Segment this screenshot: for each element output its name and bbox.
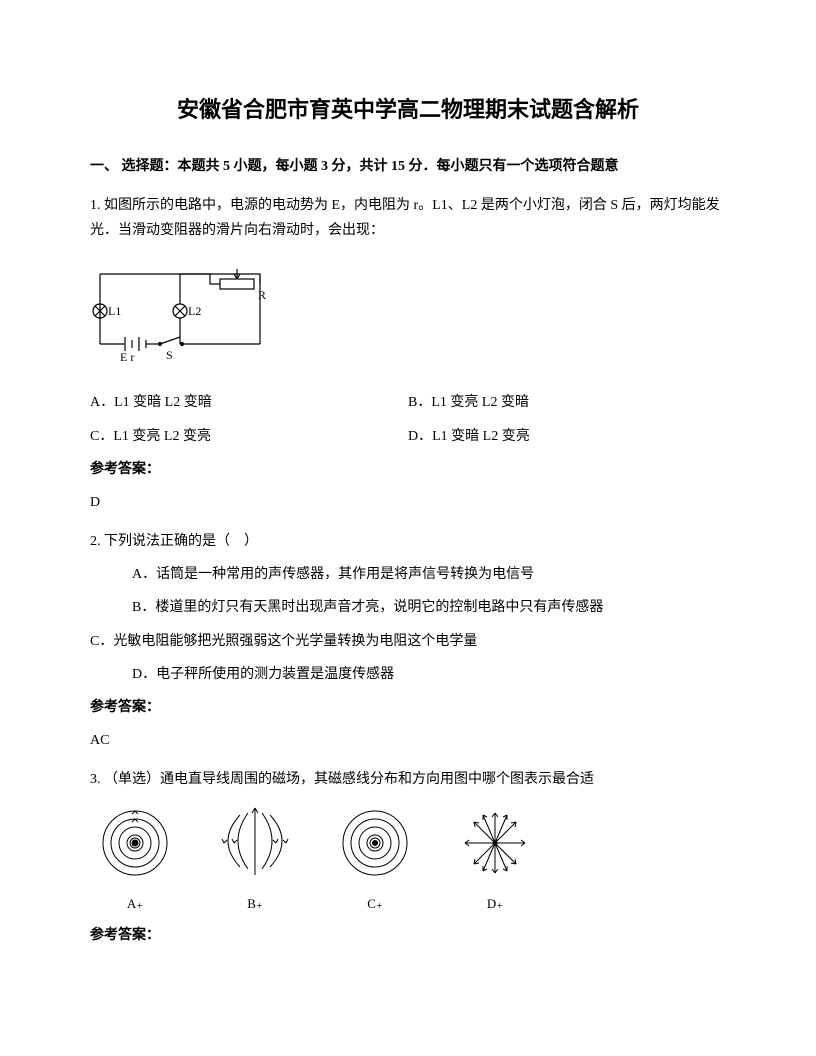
diagram-d-label: D₊ [450,892,540,915]
diagram-c-label: C₊ [330,892,420,915]
page-title: 安徽省合肥市育英中学高二物理期末试题含解析 [90,90,726,130]
diagram-d [450,806,540,881]
diagram-b [210,803,300,881]
q3-text: 3. （单选）通电直导线周围的磁场，其磁感线分布和方向用图中哪个图表示最合适 [90,767,726,792]
label-s: S [166,348,173,362]
q1-answer-label: 参考答案： [90,457,726,482]
q1-answer: D [90,490,726,515]
diagram-c [330,806,420,881]
q2-answer-label: 参考答案： [90,695,726,720]
label-er: E r [120,350,134,364]
question-3: 3. （单选）通电直导线周围的磁场，其磁感线分布和方向用图中哪个图表示最合适 A… [90,767,726,948]
q1-option-c: C．L1 变亮 L2 变亮 [90,424,408,449]
section-header: 一、 选择题：本题共 5 小题，每小题 3 分，共计 15 分．每小题只有一个选… [90,154,726,179]
diagram-b-label: B₊ [210,892,300,915]
q1-option-d: D．L1 变暗 L2 变亮 [408,424,726,449]
q1-option-a: A．L1 变暗 L2 变暗 [90,390,408,415]
question-2: 2. 下列说法正确的是（ ） A．话筒是一种常用的声传感器，其作用是将声信号转换… [90,529,726,753]
q2-option-d: D．电子秤所使用的测力装置是温度传感器 [90,662,726,687]
q1-text: 1. 如图所示的电路中，电源的电动势为 E，内电阻为 r。L1、L2 是两个小灯… [90,193,726,243]
q1-option-b: B．L1 变亮 L2 变暗 [408,390,726,415]
diagram-a-label: A₊ [90,892,180,915]
q3-answer-label: 参考答案： [90,923,726,948]
label-l2: L2 [188,304,201,318]
circuit-diagram: L1 L2 R E r S [90,259,280,369]
q2-text: 2. 下列说法正确的是（ ） [90,529,726,554]
diagram-a [90,806,180,881]
label-l1: L1 [108,304,121,318]
question-1: 1. 如图所示的电路中，电源的电动势为 E，内电阻为 r。L1、L2 是两个小灯… [90,193,726,515]
q2-answer: AC [90,728,726,753]
q2-option-a: A．话筒是一种常用的声传感器，其作用是将声信号转换为电信号 [90,562,726,587]
label-r: R [258,288,266,302]
q2-option-c: C．光敏电阻能够把光照强弱这个光学量转换为电阻这个电学量 [90,629,726,654]
q3-diagrams: A₊ [90,803,726,916]
q2-option-b: B．楼道里的灯只有天黑时出现声音才亮，说明它的控制电路中只有声传感器 [90,595,726,620]
